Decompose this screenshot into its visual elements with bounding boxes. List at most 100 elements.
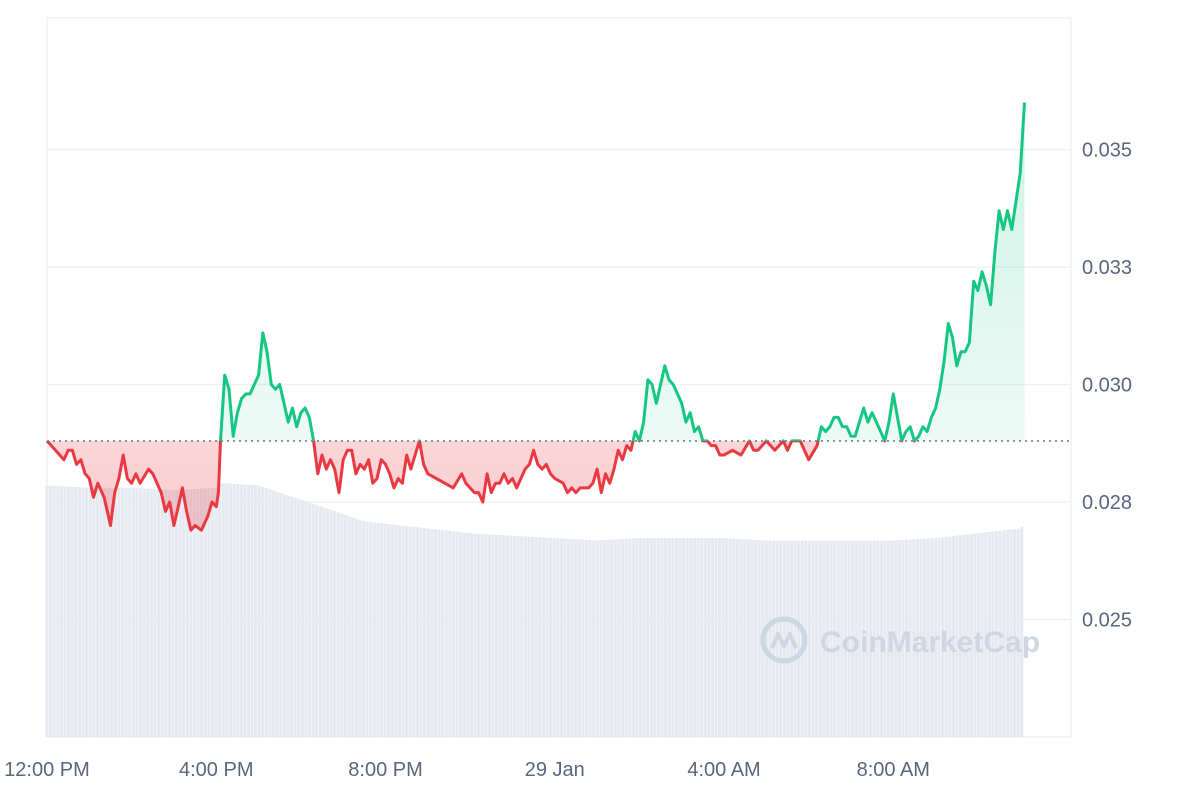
volume-bar: [325, 508, 330, 737]
volume-bar: [638, 538, 643, 737]
volume-bar: [1002, 530, 1006, 737]
volume-bar: [976, 533, 981, 737]
volume-bar: [279, 492, 283, 737]
volume-bar: [70, 486, 74, 737]
volume-bar: [448, 530, 452, 737]
volume-bar: [545, 537, 549, 737]
volume-bar: [401, 525, 405, 737]
volume-bar: [948, 536, 952, 737]
volume-bar: [753, 539, 758, 737]
volume-bar: [815, 540, 819, 737]
volume-bar: [879, 540, 884, 737]
volume-bar: [164, 489, 168, 737]
volume-bar: [746, 539, 750, 737]
volume-bar: [351, 517, 355, 737]
volume-bar: [113, 487, 117, 737]
volume-bar: [340, 513, 344, 737]
volume-bar: [969, 534, 973, 737]
volume-bar: [782, 540, 786, 737]
volume-bar: [685, 538, 689, 737]
volume-bar: [617, 539, 621, 737]
volume-bar: [343, 514, 348, 737]
volume-bar: [592, 540, 596, 737]
volume-bar: [246, 484, 251, 737]
volume-bar: [48, 485, 53, 737]
watermark: CoinMarketCap: [760, 616, 1040, 664]
y-tick-label: 0.033: [1082, 257, 1132, 279]
y-tick-label: 0.025: [1082, 610, 1132, 632]
volume-bar: [908, 539, 912, 737]
volume-bar: [397, 525, 402, 737]
volume-bar: [743, 539, 747, 737]
volume-bar: [876, 540, 880, 737]
volume-bar: [527, 536, 531, 737]
volume-bar: [257, 485, 261, 737]
y-tick-label: 0.030: [1082, 375, 1132, 397]
volume-bar: [869, 540, 873, 737]
volume-bar: [973, 533, 977, 737]
volume-bar: [854, 540, 858, 737]
volume-bar: [451, 531, 456, 737]
volume-bar: [919, 538, 923, 737]
volume-bar: [660, 538, 664, 737]
volume-bar: [548, 537, 553, 737]
volume-bar: [710, 538, 714, 737]
volume-bar: [408, 526, 412, 737]
volume-bar: [218, 483, 222, 737]
volume-bar: [167, 489, 171, 737]
volume-bar: [491, 534, 495, 737]
volume-bar: [1009, 529, 1013, 737]
volume-bar: [771, 540, 776, 737]
x-tick-label: 4:00 AM: [687, 759, 760, 781]
volume-bar: [480, 533, 484, 737]
volume-bar: [333, 511, 337, 737]
volume-bar: [441, 530, 445, 737]
volume-bar: [102, 487, 107, 737]
volume-bar: [933, 538, 937, 737]
volume-bar: [304, 501, 308, 737]
volume-bar: [699, 538, 704, 737]
volume-bar: [466, 533, 470, 737]
volume-bar: [200, 488, 204, 737]
x-tick-label: 4:00 PM: [179, 759, 253, 781]
volume-bar: [128, 487, 132, 737]
volume-bar: [958, 535, 963, 737]
volume-bar: [232, 483, 236, 737]
volume-bar: [174, 489, 179, 737]
volume-bar: [289, 496, 294, 737]
volume-bar: [937, 537, 941, 737]
volume-bar: [84, 487, 89, 737]
volume-bar: [516, 536, 520, 737]
volume-bar: [894, 540, 898, 737]
volume-bar: [185, 489, 189, 737]
volume-bar: [236, 484, 240, 737]
volume-bar: [725, 538, 729, 737]
volume-bar: [99, 487, 103, 737]
volume-bar: [577, 539, 581, 737]
volume-bar: [207, 488, 211, 737]
y-axis-labels: 0.025 0.028 0.030 0.033 0.035: [1082, 140, 1132, 632]
volume-bar: [369, 522, 373, 737]
volume-bar: [735, 538, 740, 737]
volume-bar: [843, 540, 848, 737]
volume-bar: [599, 540, 603, 737]
volume-bar: [318, 506, 322, 737]
volume-bar: [624, 538, 628, 737]
volume-bar: [994, 531, 999, 737]
volume-bar: [940, 537, 945, 737]
volume-bar: [45, 485, 49, 737]
volume-bar: [376, 522, 380, 737]
volume-bar: [315, 505, 319, 737]
volume-bar: [142, 488, 146, 737]
volume-bar: [455, 531, 459, 737]
volume-bar: [210, 487, 215, 737]
volume-bar: [818, 540, 822, 737]
volume-bar: [379, 523, 384, 737]
volume-bar: [358, 519, 362, 737]
volume-bar: [883, 540, 887, 737]
volume-bar: [955, 535, 959, 737]
volume-bar: [584, 539, 589, 737]
volume-bar: [354, 518, 358, 737]
volume-bar: [833, 540, 837, 737]
volume-bar: [915, 539, 919, 737]
